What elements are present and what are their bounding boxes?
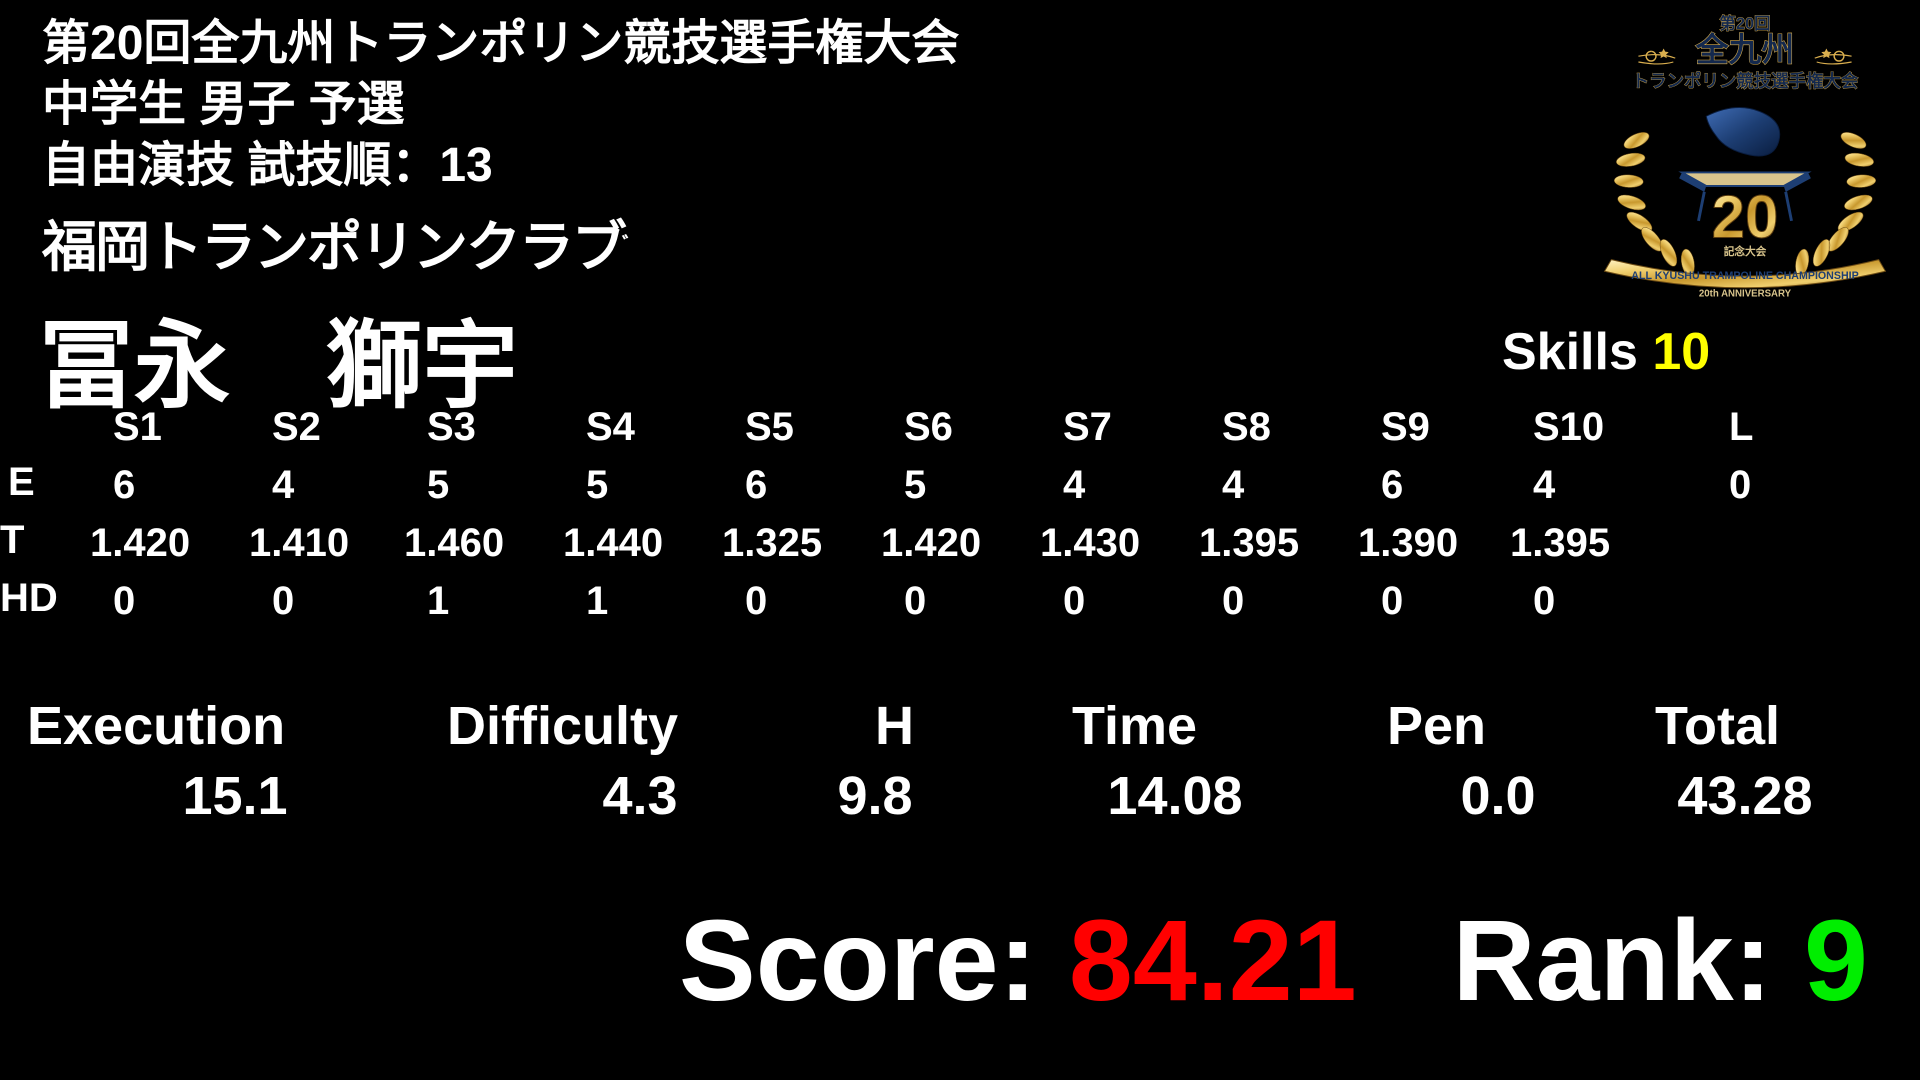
svg-text:ALL KYUSHU TRAMPOLINE CHAMPION: ALL KYUSHU TRAMPOLINE CHAMPIONSHIP [1631, 270, 1858, 282]
svg-text:全九州: 全九州 [1695, 31, 1795, 68]
svg-text:20th ANNIVERSARY: 20th ANNIVERSARY [1699, 288, 1792, 299]
svg-text:20: 20 [1712, 183, 1779, 250]
svg-text:記念大会: 記念大会 [1724, 245, 1767, 258]
svg-text:トランポリン競技選手権大会: トランポリン競技選手権大会 [1632, 71, 1859, 91]
